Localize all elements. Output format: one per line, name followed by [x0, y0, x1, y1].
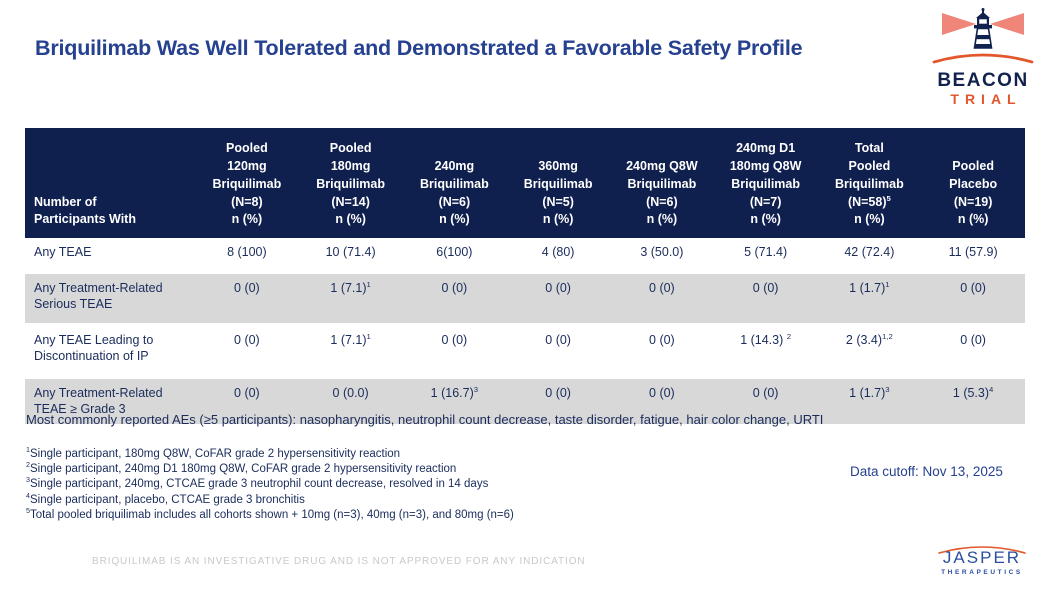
- arc-swoosh-icon: [938, 546, 1026, 554]
- header-col-240mg: 240mg Briquilimab (N=6) n (%): [402, 128, 507, 238]
- row-label: Any Treatment-Related Serious TEAE: [25, 272, 195, 326]
- cell: 8 (100): [195, 238, 299, 274]
- beacon-trial-text: TRIAL: [950, 90, 1022, 107]
- cell: 10 (71.4): [298, 238, 403, 274]
- footnote-4: 4Single participant, placebo, CTCAE grad…: [26, 491, 305, 506]
- cell: 1 (7.1)1: [298, 324, 403, 379]
- cell: 1 (5.3)4: [921, 377, 1025, 424]
- cell: 2 (3.4)1,2: [817, 324, 922, 379]
- cell: 0 (0): [195, 377, 299, 424]
- cell: 1 (7.1)1: [298, 272, 403, 326]
- cell: 0 (0): [713, 272, 818, 326]
- safety-table: Number of Participants With Pooled 120mg…: [25, 128, 1025, 424]
- cell: 42 (72.4): [817, 238, 922, 274]
- cell: 0 (0): [402, 324, 507, 379]
- table-header-row: Number of Participants With Pooled 120mg…: [25, 128, 1025, 238]
- cell: 1 (14.3) 2: [713, 324, 818, 379]
- cell: 0 (0): [506, 377, 610, 424]
- header-col-240mg-q8w: 240mg Q8W Briquilimab (N=6) n (%): [610, 128, 714, 238]
- common-aes-note: Most commonly reported AEs (≥5 participa…: [26, 412, 824, 427]
- row-label: Any TEAE Leading to Discontinuation of I…: [25, 324, 195, 379]
- table-row-any-teae: Any TEAE 8 (100) 10 (71.4) 6(100) 4 (80)…: [25, 238, 1025, 274]
- header-col-pooled-180mg: Pooled 180mg Briquilimab (N=14) n (%): [298, 128, 403, 238]
- footnote-5: 5Total pooled briquilimab includes all c…: [26, 506, 514, 521]
- cell: 0 (0): [610, 272, 714, 326]
- investigational-disclaimer: BRIQUILIMAB IS AN INVESTIGATIVE DRUG AND…: [92, 556, 586, 567]
- header-row-label: Number of Participants With: [25, 128, 195, 238]
- header-col-total-pooled: Total Pooled Briquilimab (N=58)5 n (%): [817, 128, 922, 238]
- page-title: Briquilimab Was Well Tolerated and Demon…: [35, 36, 803, 60]
- row-label: Any TEAE: [25, 238, 195, 274]
- table-row-treatment-related-serious-teae: Any Treatment-Related Serious TEAE 0 (0)…: [25, 272, 1025, 326]
- footnote-1: 1Single participant, 180mg Q8W, CoFAR gr…: [26, 446, 401, 460]
- jasper-logo-text: JASPER: [942, 548, 1022, 567]
- cell: 1 (16.7)3: [402, 377, 507, 424]
- cell: 0 (0): [713, 377, 818, 424]
- cell: 11 (57.9): [921, 238, 1025, 274]
- table-row-teae-discontinuation: Any TEAE Leading to Discontinuation of I…: [25, 324, 1025, 379]
- beacon-trial-logo: BEACON TRIAL: [930, 8, 1036, 108]
- cell: 0 (0): [921, 272, 1025, 326]
- cell: 1 (1.7)1: [817, 272, 922, 326]
- header-col-pooled-placebo: Pooled Placebo (N=19) n (%): [921, 128, 1025, 238]
- jasper-therapeutics-logo: JASPER THERAPEUTICS: [934, 541, 1030, 576]
- cell: 0 (0): [195, 272, 299, 326]
- jasper-therapeutics-text: THERAPEUTICS: [941, 568, 1023, 576]
- header-col-pooled-120mg: Pooled 120mg Briquilimab (N=8) n (%): [195, 128, 299, 238]
- cell: 5 (71.4): [713, 238, 818, 274]
- footnote-3: 3Single participant, 240mg, CTCAE grade …: [26, 476, 489, 491]
- data-cutoff-label: Data cutoff: Nov 13, 2025: [850, 464, 1003, 479]
- cell: 0 (0): [610, 324, 714, 379]
- table-row-treatment-related-grade3: Any Treatment-Related TEAE ≥ Grade 3 0 (…: [25, 377, 1025, 424]
- header-col-240mg-d1-180mg-q8w: 240mg D1 180mg Q8W Briquilimab (N=7) n (…: [713, 128, 818, 238]
- footnote-2: 2Single participant, 240mg D1 180mg Q8W,…: [26, 461, 457, 476]
- cell: 0 (0.0): [298, 377, 403, 424]
- cell: 4 (80): [506, 238, 610, 274]
- cell: 0 (0): [610, 377, 714, 424]
- cell: 0 (0): [506, 272, 610, 326]
- cell: 0 (0): [195, 324, 299, 379]
- cell: 6(100): [402, 238, 507, 274]
- header-col-360mg: 360mg Briquilimab (N=5) n (%): [506, 128, 610, 238]
- lighthouse-icon: [932, 8, 1034, 64]
- beacon-logo-text: BEACON: [937, 70, 1029, 91]
- footnotes-block: 1Single participant, 180mg Q8W, CoFAR gr…: [26, 447, 666, 523]
- cell: 0 (0): [402, 272, 507, 326]
- cell: 0 (0): [921, 324, 1025, 379]
- cell: 0 (0): [506, 324, 610, 379]
- row-label: Any Treatment-Related TEAE ≥ Grade 3: [25, 377, 195, 424]
- cell: 3 (50.0): [610, 238, 714, 274]
- cell: 1 (1.7)3: [817, 377, 922, 424]
